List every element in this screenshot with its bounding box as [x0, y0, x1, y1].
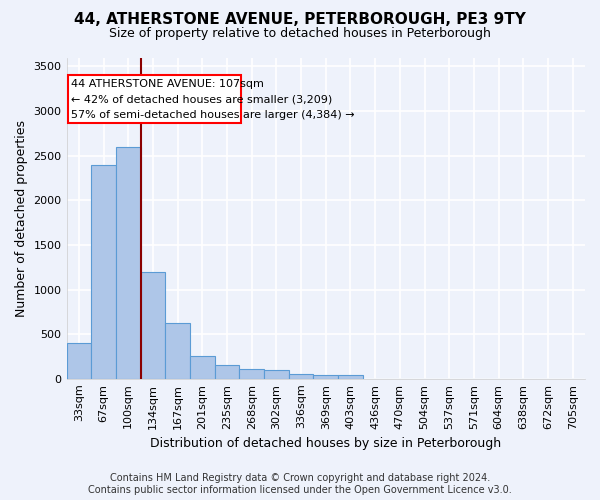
Text: 44 ATHERSTONE AVENUE: 107sqm: 44 ATHERSTONE AVENUE: 107sqm [71, 79, 265, 89]
Text: ← 42% of detached houses are smaller (3,209): ← 42% of detached houses are smaller (3,… [71, 94, 333, 104]
Text: 57% of semi-detached houses are larger (4,384) →: 57% of semi-detached houses are larger (… [71, 110, 355, 120]
Bar [264, 370, 289, 379]
Bar [239, 370, 264, 379]
Text: Size of property relative to detached houses in Peterborough: Size of property relative to detached ho… [109, 28, 491, 40]
Bar [313, 375, 338, 379]
Bar [215, 366, 239, 379]
Bar [165, 324, 190, 379]
Bar [289, 374, 313, 379]
Bar [67, 343, 91, 379]
Bar [338, 375, 363, 379]
Bar [91, 164, 116, 379]
Bar [140, 272, 165, 379]
Y-axis label: Number of detached properties: Number of detached properties [15, 120, 28, 316]
X-axis label: Distribution of detached houses by size in Peterborough: Distribution of detached houses by size … [150, 437, 502, 450]
Text: Contains HM Land Registry data © Crown copyright and database right 2024.
Contai: Contains HM Land Registry data © Crown c… [88, 474, 512, 495]
Bar [116, 147, 140, 379]
Text: 44, ATHERSTONE AVENUE, PETERBOROUGH, PE3 9TY: 44, ATHERSTONE AVENUE, PETERBOROUGH, PE3… [74, 12, 526, 28]
Bar [190, 356, 215, 379]
FancyBboxPatch shape [68, 76, 241, 122]
